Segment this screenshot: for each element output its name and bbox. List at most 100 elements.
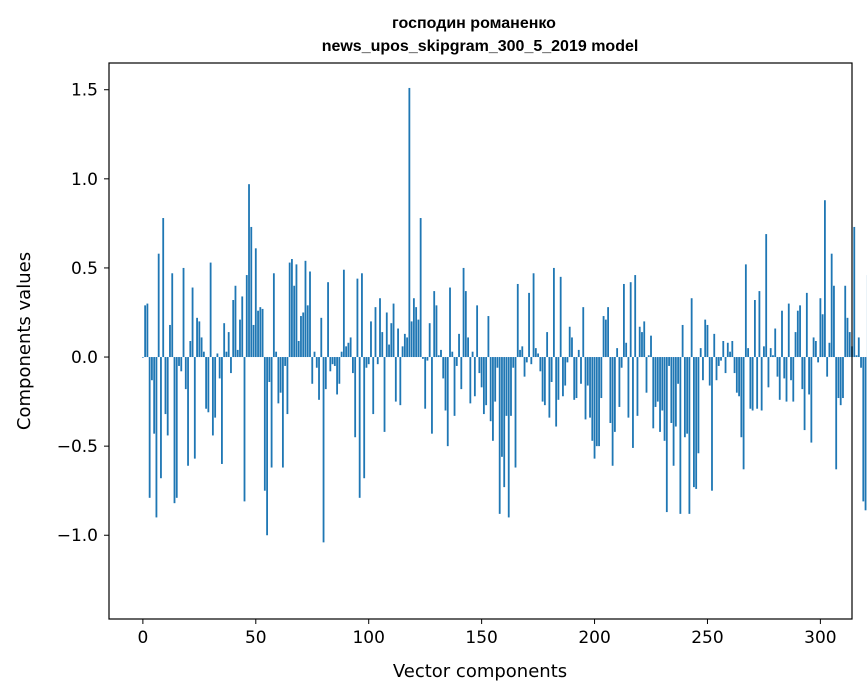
bar xyxy=(214,357,217,418)
bar xyxy=(702,357,704,381)
bar xyxy=(415,307,418,358)
bar xyxy=(365,357,368,368)
bar xyxy=(774,328,777,358)
bar xyxy=(392,303,395,358)
bar xyxy=(223,323,226,358)
bar xyxy=(394,357,397,402)
bar xyxy=(173,357,176,504)
bar xyxy=(659,357,661,432)
bar xyxy=(162,218,165,358)
bar xyxy=(193,357,196,459)
bar xyxy=(202,351,205,358)
bar xyxy=(814,341,817,358)
bar xyxy=(464,291,467,358)
bar xyxy=(198,321,201,358)
bar xyxy=(523,357,526,377)
bar xyxy=(406,337,409,358)
bar xyxy=(546,332,549,358)
bar xyxy=(263,357,266,491)
bar xyxy=(708,357,711,386)
bar xyxy=(295,264,298,358)
bar xyxy=(270,357,273,468)
bar xyxy=(756,357,759,409)
bar xyxy=(715,357,718,381)
bar xyxy=(200,337,203,358)
bar xyxy=(776,357,779,377)
bar xyxy=(345,346,348,358)
bar xyxy=(537,353,539,358)
bar xyxy=(196,317,198,358)
bar xyxy=(647,355,650,358)
bar xyxy=(683,357,686,438)
bar xyxy=(449,287,451,358)
bar xyxy=(844,285,847,358)
bar xyxy=(717,357,720,366)
bar xyxy=(178,357,180,366)
y-axis-label: Components values xyxy=(14,252,35,430)
x-axis-label: Vector components xyxy=(393,661,567,682)
bar xyxy=(557,357,560,400)
bar xyxy=(336,357,338,395)
bar xyxy=(729,351,731,358)
bar xyxy=(169,324,171,358)
bar xyxy=(799,305,801,358)
bar xyxy=(417,319,420,358)
bar xyxy=(833,285,835,358)
bar xyxy=(455,357,458,366)
bar xyxy=(519,349,521,358)
bar xyxy=(632,357,634,448)
bar xyxy=(595,357,598,447)
bar xyxy=(747,348,750,358)
bar xyxy=(354,357,357,438)
bar xyxy=(842,357,844,399)
bar xyxy=(726,342,729,358)
bar xyxy=(634,275,637,358)
bar xyxy=(485,357,488,406)
bar xyxy=(471,351,474,358)
bar xyxy=(792,357,795,402)
bar xyxy=(248,184,250,358)
bar xyxy=(482,357,485,415)
bar xyxy=(216,353,219,358)
bar xyxy=(765,234,768,358)
bar xyxy=(435,305,438,358)
bar xyxy=(160,357,162,479)
bar xyxy=(566,357,569,363)
bar xyxy=(742,357,745,470)
bar xyxy=(275,351,278,358)
bar xyxy=(602,316,605,358)
bar xyxy=(855,355,858,358)
bar xyxy=(623,283,625,358)
bar xyxy=(367,357,370,365)
bar xyxy=(514,357,517,468)
x-tick-label: 50 xyxy=(245,628,267,648)
bar xyxy=(462,267,465,358)
bar xyxy=(157,253,160,358)
bar xyxy=(151,357,153,381)
bar xyxy=(722,341,725,358)
bar xyxy=(480,357,483,388)
x-axis-ticks: 0 50 100 150 200 250 300 xyxy=(137,619,837,648)
bar xyxy=(835,357,838,470)
bar xyxy=(625,342,628,358)
bar xyxy=(593,357,596,459)
bar xyxy=(767,357,770,388)
bar xyxy=(442,357,445,379)
bar xyxy=(794,332,797,358)
bar xyxy=(266,357,268,536)
bar xyxy=(609,357,612,423)
bar xyxy=(444,357,447,411)
bar xyxy=(211,357,214,436)
bar xyxy=(476,305,479,358)
bar xyxy=(824,200,826,358)
bar xyxy=(388,344,390,358)
y-tick-label: −0.5 xyxy=(57,437,98,457)
bar xyxy=(338,357,341,384)
bar xyxy=(641,332,643,358)
bar xyxy=(613,357,616,432)
bar xyxy=(313,351,316,358)
bar xyxy=(361,273,363,358)
bar xyxy=(487,316,490,358)
bar xyxy=(349,337,352,358)
bar xyxy=(141,357,144,358)
